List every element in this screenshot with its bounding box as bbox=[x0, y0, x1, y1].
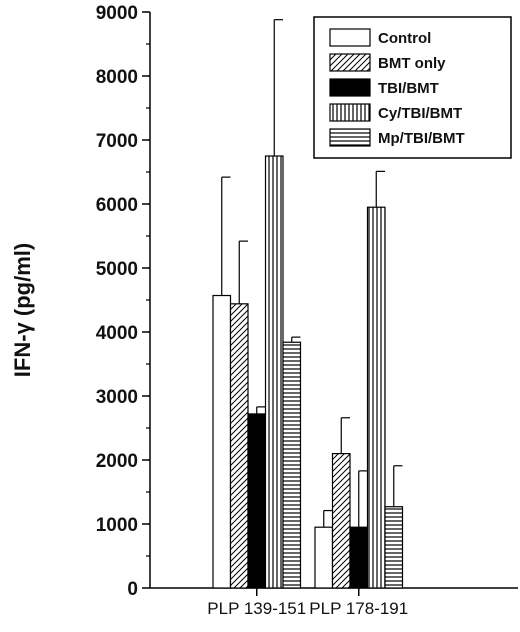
legend-label: Control bbox=[378, 30, 431, 47]
bar-vertical bbox=[264, 155, 284, 589]
x-tick-label: PLP 178-191 bbox=[309, 599, 408, 618]
y-axis: 0 1000 2000 3000 4000 5000 6000 7000 8000 9000 bbox=[96, 3, 151, 600]
y-tick-label: 6000 bbox=[96, 195, 138, 216]
bar-open bbox=[212, 294, 232, 589]
y-tick-label: 1000 bbox=[96, 515, 138, 536]
bar-horizontal bbox=[282, 341, 302, 589]
error-bars bbox=[221, 19, 403, 528]
bar-vertical bbox=[366, 206, 386, 589]
bar-solid bbox=[349, 526, 369, 589]
bars bbox=[212, 155, 404, 589]
legend-swatch-solid bbox=[329, 78, 371, 97]
bar-diagonal bbox=[229, 303, 249, 589]
x-axis: PLP 139-151 PLP 178-191 bbox=[150, 587, 518, 618]
y-tick-label: 8000 bbox=[96, 67, 138, 88]
y-tick-label: 0 bbox=[127, 579, 138, 600]
legend-swatch-diagonal bbox=[329, 53, 371, 72]
y-tick-label: 4000 bbox=[96, 323, 138, 344]
y-tick-label: 9000 bbox=[96, 3, 138, 24]
legend-swatch-vertical bbox=[329, 103, 371, 122]
y-tick-label: 2000 bbox=[96, 451, 138, 472]
legend-label: Mp/TBI/BMT bbox=[378, 130, 465, 147]
y-axis-title: IFN-γ (pg/ml) bbox=[10, 243, 35, 377]
bar-open bbox=[314, 526, 334, 589]
legend-label: BMT only bbox=[378, 55, 446, 72]
legend-swatch-horizontal bbox=[329, 128, 371, 147]
legend: Control BMT only TBI/BMT Cy/TBI/BMT Mp/TBI/B… bbox=[313, 16, 512, 159]
legend-label: Cy/TBI/BMT bbox=[378, 105, 462, 122]
legend-label: TBI/BMT bbox=[378, 80, 439, 97]
x-tick-label: PLP 139-151 bbox=[207, 599, 306, 618]
y-tick-label: 3000 bbox=[96, 387, 138, 408]
bar-solid bbox=[247, 413, 267, 589]
bar-horizontal bbox=[384, 506, 404, 589]
bar-diagonal bbox=[331, 453, 351, 589]
y-tick-label: 7000 bbox=[96, 131, 138, 152]
y-tick-label: 5000 bbox=[96, 259, 138, 280]
legend-swatch-open bbox=[329, 28, 371, 47]
